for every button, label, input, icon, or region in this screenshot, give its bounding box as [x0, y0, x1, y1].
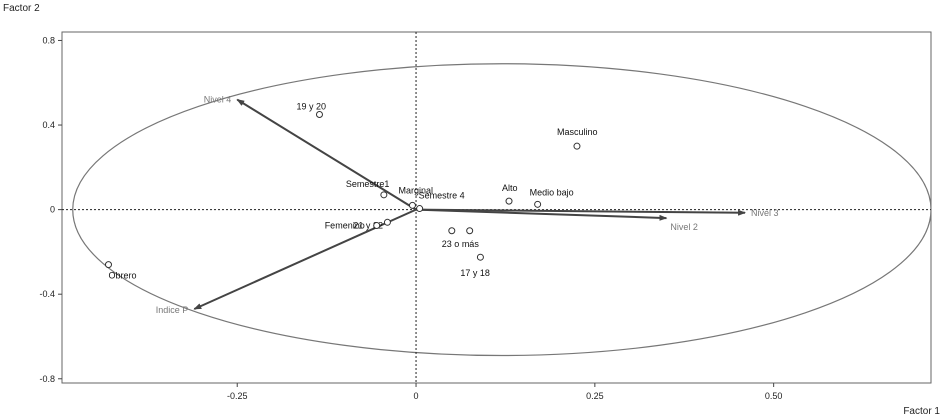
- data-point: [505, 197, 513, 205]
- x-axis-title: Factor 1: [903, 406, 940, 417]
- data-point: [380, 191, 388, 199]
- point-label: Semestre 4: [419, 191, 465, 201]
- vector-label: Indice P: [156, 305, 189, 315]
- point-label: Semestre1: [346, 179, 390, 189]
- y-tick-label: 0: [50, 205, 55, 215]
- point-label: Masculino: [557, 127, 598, 137]
- vector-label: Nivel 2: [670, 222, 698, 232]
- data-point: [476, 253, 484, 261]
- x-tick-label: 0: [414, 391, 419, 401]
- data-point: [573, 142, 581, 150]
- y-axis-title: Factor 2: [3, 3, 40, 14]
- y-tick-label: -0.8: [39, 374, 55, 384]
- plot-frame: [61, 31, 932, 384]
- point-label: Marginal: [398, 185, 433, 195]
- confidence-ellipse: [72, 63, 931, 357]
- y-tick-label: 0.8: [42, 35, 55, 45]
- vector-arrow: [236, 98, 417, 211]
- data-point: [448, 227, 456, 235]
- point-label: Alto: [502, 183, 518, 193]
- data-point: [408, 201, 416, 209]
- data-point: [466, 227, 474, 235]
- point-label: 23 o más: [442, 239, 480, 249]
- point-label: 19 y 20: [296, 101, 326, 111]
- point-label: 21 y 22: [353, 220, 383, 230]
- point-label: Femenino: [325, 220, 365, 230]
- vector-arrow: [416, 208, 668, 221]
- x-tick-label: 0.25: [586, 391, 604, 401]
- data-point: [416, 205, 424, 213]
- point-label: 17 y 18: [460, 268, 490, 278]
- data-point: [534, 200, 542, 208]
- y-tick-label: 0.4: [42, 120, 55, 130]
- vector-arrow: [416, 208, 747, 216]
- data-point: [315, 110, 323, 118]
- data-point: [373, 221, 381, 229]
- vector-label: Nivel 3: [751, 208, 779, 218]
- vector-label: Nivel 4: [204, 95, 232, 105]
- data-point: [383, 218, 391, 226]
- point-label: Medio bajo: [530, 187, 574, 197]
- x-tick-label: -0.25: [227, 391, 248, 401]
- y-tick-label: -0.4: [39, 289, 55, 299]
- data-point: [104, 261, 112, 269]
- x-tick-label: 0.50: [765, 391, 783, 401]
- point-label: Obrero: [108, 271, 136, 281]
